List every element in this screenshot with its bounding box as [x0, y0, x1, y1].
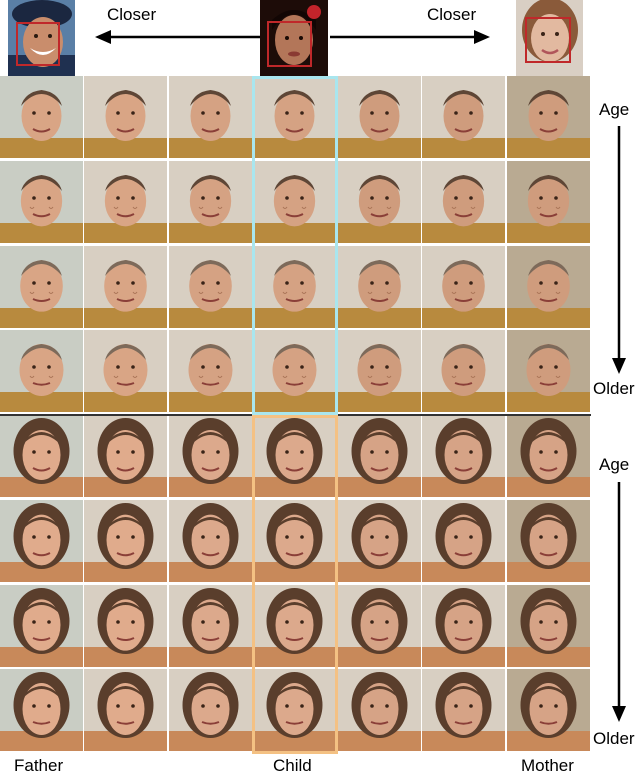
face-boy-row2-col6 [422, 161, 505, 243]
face-girl-row3-col7 [507, 585, 590, 667]
child-label: Child [273, 756, 312, 775]
age-label-top: Age [599, 100, 630, 119]
face-boy-row4-col5 [338, 330, 421, 412]
face-boy-row2-col7 [507, 161, 590, 243]
block-separator [0, 414, 591, 416]
father-photo [8, 0, 75, 76]
face-boy-row2-col4 [253, 161, 336, 243]
age-arrow-bottom [612, 482, 626, 722]
face-girl-row1-col7 [507, 415, 590, 497]
mother-label: Mother [521, 756, 574, 775]
face-boy-row4-col1 [0, 330, 83, 412]
closer-right-arrow [330, 30, 490, 44]
face-boy-row3-col1 [0, 246, 83, 328]
face-girl-row3-col6 [422, 585, 505, 667]
face-boy-row4-col3 [169, 330, 252, 412]
closer-left-arrow [95, 30, 260, 44]
face-girl-row2-col1 [0, 500, 83, 582]
face-boy-row3-col4 [253, 246, 336, 328]
face-girl-row4-col5 [338, 669, 421, 751]
face-girl-row3-col5 [338, 585, 421, 667]
child-photo [260, 0, 328, 76]
face-girl-row2-col4 [253, 500, 336, 582]
age-label-bottom: Age [599, 455, 630, 474]
face-girl-row3-col4 [253, 585, 336, 667]
face-boy-row3-col2 [84, 246, 167, 328]
face-boy-row1-col3 [169, 76, 252, 158]
face-boy-row4-col6 [422, 330, 505, 412]
face-boy-row2-col2 [84, 161, 167, 243]
face-boy-row1-col7 [507, 76, 590, 158]
face-boy-row2-col5 [338, 161, 421, 243]
face-girl-row4-col1 [0, 669, 83, 751]
face-girl-row4-col6 [422, 669, 505, 751]
older-label-top: Older [593, 379, 635, 398]
face-boy-row2-col3 [169, 161, 252, 243]
face-girl-row2-col7 [507, 500, 590, 582]
child-face-box [267, 21, 312, 67]
father-face-box [16, 22, 60, 66]
face-girl-row2-col2 [84, 500, 167, 582]
mother-photo [516, 0, 583, 76]
face-boy-row3-col6 [422, 246, 505, 328]
face-boy-row4-col7 [507, 330, 590, 412]
face-girl-row1-col4 [253, 415, 336, 497]
face-boy-row2-col1 [0, 161, 83, 243]
face-girl-row1-col5 [338, 415, 421, 497]
face-girl-row1-col2 [84, 415, 167, 497]
closer-right-label: Closer [427, 5, 477, 24]
face-boy-row3-col3 [169, 246, 252, 328]
older-label-bottom: Older [593, 729, 635, 748]
face-boy-row4-col2 [84, 330, 167, 412]
face-girl-row4-col7 [507, 669, 590, 751]
face-girl-row3-col2 [84, 585, 167, 667]
face-boy-row4-col4 [253, 330, 336, 412]
face-girl-row2-col5 [338, 500, 421, 582]
face-boy-row3-col5 [338, 246, 421, 328]
face-boy-row1-col1 [0, 76, 83, 158]
face-boy-row1-col5 [338, 76, 421, 158]
face-boy-row1-col6 [422, 76, 505, 158]
face-girl-row4-col3 [169, 669, 252, 751]
age-arrow-top [612, 126, 626, 374]
mother-face-box [525, 17, 571, 63]
face-boy-row1-col2 [84, 76, 167, 158]
face-girl-row3-col3 [169, 585, 252, 667]
face-girl-row2-col3 [169, 500, 252, 582]
face-boy-row1-col4 [253, 76, 336, 158]
face-girl-row1-col6 [422, 415, 505, 497]
face-grid [0, 76, 591, 754]
face-girl-row1-col1 [0, 415, 83, 497]
face-boy-row3-col7 [507, 246, 590, 328]
face-girl-row2-col6 [422, 500, 505, 582]
face-girl-row4-col4 [253, 669, 336, 751]
closer-left-label: Closer [107, 5, 157, 24]
father-label: Father [14, 756, 64, 775]
face-girl-row1-col3 [169, 415, 252, 497]
face-girl-row4-col2 [84, 669, 167, 751]
face-girl-row3-col1 [0, 585, 83, 667]
